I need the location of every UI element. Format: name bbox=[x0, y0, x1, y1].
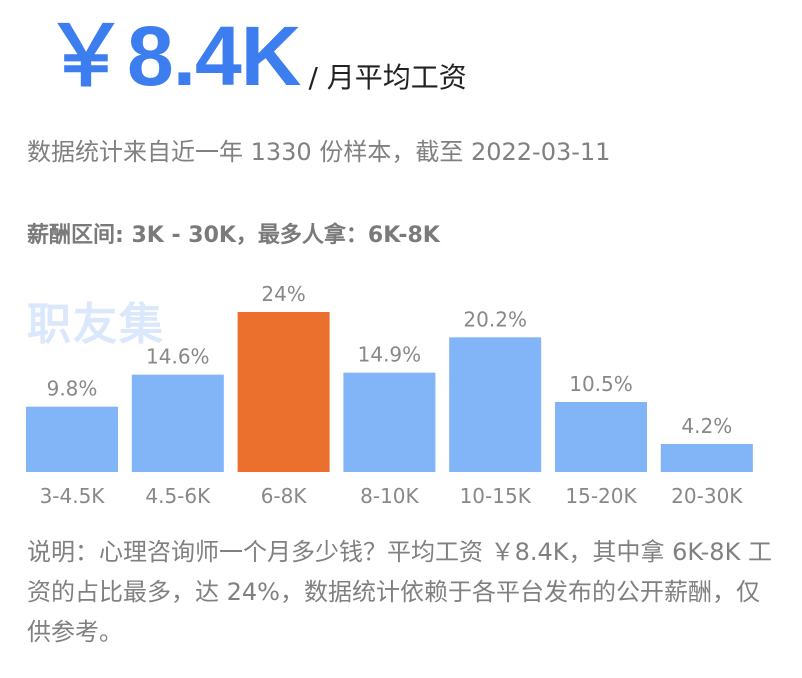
watermark-logo: 职友集 bbox=[27, 299, 165, 350]
bar-6-8K bbox=[237, 312, 330, 472]
salary-range-text: 薪酬区间: 3K - 30K，最多人拿：6K-8K bbox=[27, 223, 440, 248]
bar-value-label: 9.8% bbox=[47, 377, 98, 401]
category-tick-label: 3-4.5K bbox=[40, 484, 106, 508]
bar-15-20K bbox=[555, 402, 647, 472]
data-source-text: 数据统计来自近一年 1330 份样本，截至 2022-03-11 bbox=[27, 138, 611, 166]
bar-value-label: 10.5% bbox=[569, 372, 633, 396]
category-tick-label: 20-30K bbox=[671, 484, 743, 508]
bar-10-15K bbox=[449, 337, 542, 472]
category-tick-label: 15-20K bbox=[565, 484, 637, 508]
bar-value-label: 20.2% bbox=[463, 307, 527, 331]
salary-distribution-chart: 9.8% 3-4.5K 14.6% 4.5-6K 24% 6-8K 14.9% 8-10K 20… bbox=[26, 282, 753, 508]
bar-20-30K bbox=[660, 444, 753, 472]
bar-value-label: 24% bbox=[261, 282, 305, 306]
explanation-note: 说明：心理咨询师一个月多少钱？平均工资 ￥8.4K，其中拿 6K-8K 工资的占… bbox=[27, 538, 772, 646]
category-tick-label: 8-10K bbox=[360, 484, 419, 508]
category-tick-label: 4.5-6K bbox=[145, 484, 211, 508]
bar-value-label: 14.9% bbox=[358, 343, 422, 367]
bar-value-label: 4.2% bbox=[681, 414, 732, 438]
bar-3-4.5K bbox=[26, 406, 118, 472]
bar-4.5-6K bbox=[131, 374, 224, 472]
average-salary: ￥8.4K bbox=[44, 9, 301, 103]
headline: ￥8.4K / 月平均工资 bbox=[44, 6, 467, 106]
bar-value-label: 14.6% bbox=[146, 345, 210, 369]
bar-8-10K bbox=[343, 372, 436, 472]
salary-unit-label: / 月平均工资 bbox=[308, 61, 467, 94]
category-tick-label: 10-15K bbox=[460, 484, 532, 508]
category-tick-label: 6-8K bbox=[261, 484, 308, 508]
